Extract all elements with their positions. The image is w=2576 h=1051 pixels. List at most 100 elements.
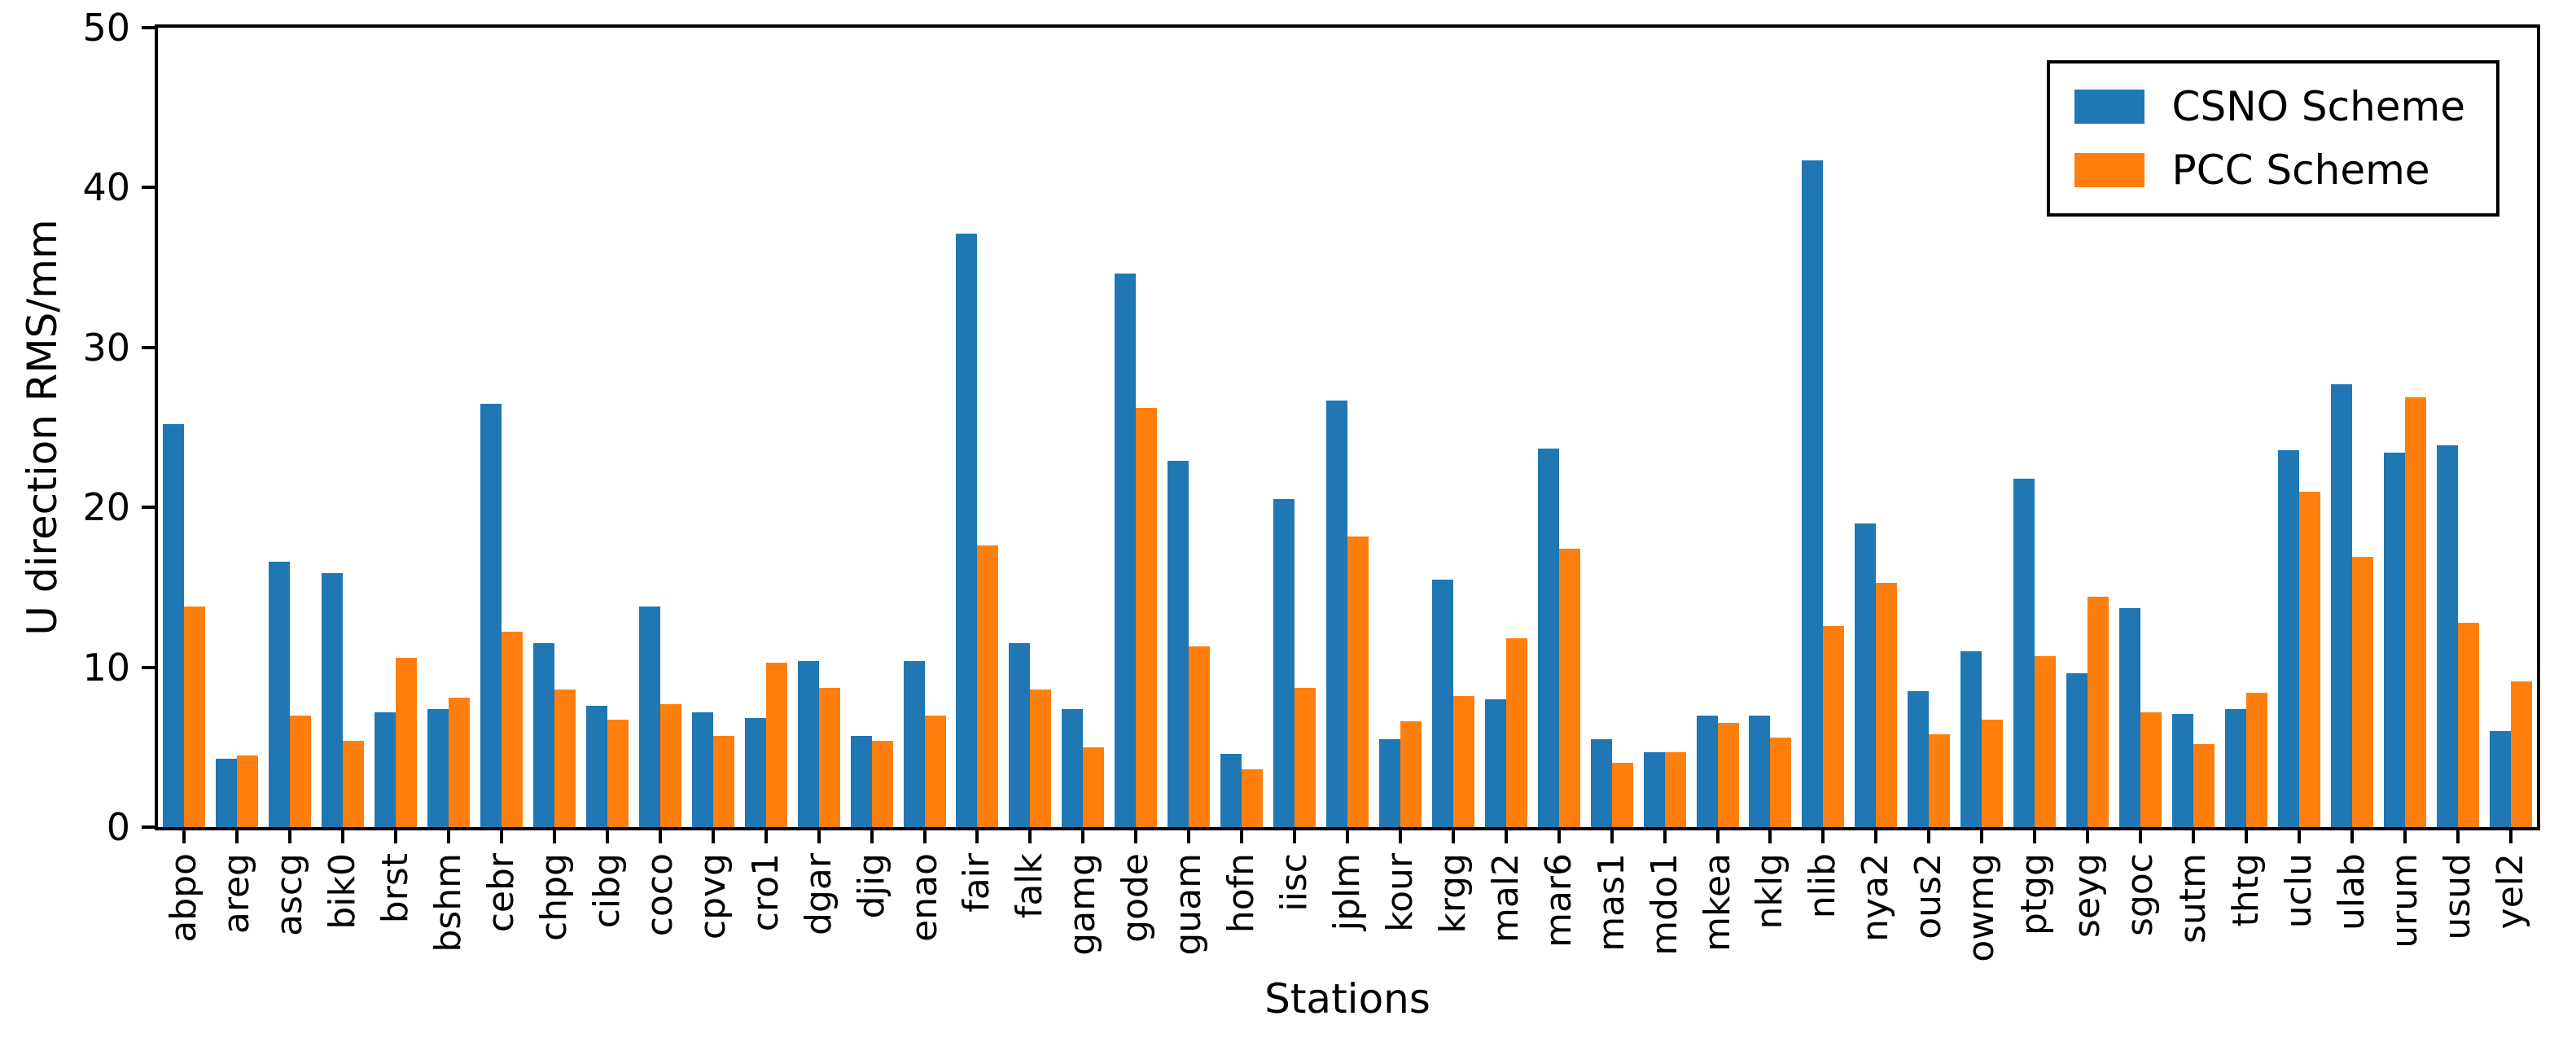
x-tick-mark (288, 827, 292, 843)
bar-pcc-urum (2404, 396, 2426, 827)
bar-csno-jplm (1326, 400, 1347, 827)
x-tick-mark (2139, 827, 2142, 843)
y-tick-mark (142, 26, 158, 29)
bar-pcc-gode (1136, 408, 1158, 827)
x-tick-mark (1663, 827, 1667, 843)
x-tick-label-cibg: cibg (585, 853, 628, 929)
bar-csno-sutm (2171, 713, 2193, 827)
y-tick-label: 30 (82, 325, 130, 370)
y-tick-mark (142, 506, 158, 510)
bar-csno-thtg (2224, 708, 2246, 827)
bar-pcc-gamg (1083, 747, 1105, 827)
bar-pcc-ascg (290, 715, 312, 827)
x-tick-label-cpvg: cpvg (691, 853, 734, 940)
x-tick-label-falk: falk (1009, 853, 1051, 919)
x-tick-mark (1504, 827, 1508, 843)
x-tick-label-seyg: seyg (2066, 853, 2109, 938)
y-tick-mark (142, 825, 158, 829)
x-tick-mark (2086, 827, 2090, 843)
legend: CSNO Scheme PCC Scheme (2046, 60, 2499, 217)
x-axis-label: Stations (1264, 975, 1430, 1023)
bar-csno-kour (1378, 738, 1400, 827)
x-tick-label-bshm: bshm (427, 853, 470, 952)
bar-pcc-thtg (2245, 693, 2267, 827)
bar-csno-iisc (1273, 499, 1295, 827)
legend-swatch-pcc-icon (2074, 153, 2144, 187)
x-tick-label-uclu: uclu (2277, 853, 2320, 929)
bar-pcc-falk (1030, 690, 1052, 827)
x-tick-mark (1980, 827, 1984, 843)
bar-csno-uclu (2277, 449, 2299, 827)
bar-pcc-coco (659, 703, 681, 827)
bar-pcc-bik0 (343, 740, 365, 827)
x-tick-label-chpg: chpg (533, 853, 575, 941)
x-tick-mark (605, 827, 609, 843)
x-tick-mark (2508, 827, 2512, 843)
bar-csno-dgar (797, 660, 819, 827)
x-tick-mark (1346, 827, 1349, 843)
x-tick-label-sgoc: sgoc (2119, 853, 2161, 936)
x-tick-label-coco: coco (638, 853, 681, 937)
x-tick-mark (341, 827, 345, 843)
x-tick-label-abpo: abpo (163, 853, 205, 943)
bar-pcc-areg (237, 755, 259, 827)
x-tick-mark (2033, 827, 2037, 843)
x-tick-label-mar6: mar6 (1537, 853, 1579, 948)
bar-pcc-iisc (1295, 688, 1316, 827)
x-tick-label-hofn: hofn (1220, 853, 1263, 934)
x-tick-mark (447, 827, 451, 843)
x-tick-mark (1028, 827, 1032, 843)
x-tick-label-kour: kour (1378, 853, 1421, 932)
x-tick-label-areg: areg (216, 853, 258, 935)
legend-item-pcc: PCC Scheme (2074, 147, 2465, 194)
x-tick-mark (1398, 827, 1402, 843)
bar-pcc-hofn (1242, 769, 1264, 827)
bar-csno-ulab (2330, 383, 2352, 827)
x-tick-mark (1610, 827, 1614, 843)
bar-pcc-cro1 (765, 662, 787, 827)
bar-pcc-sgoc (2140, 712, 2162, 827)
x-tick-mark (182, 827, 186, 843)
bar-pcc-dgar (818, 688, 840, 827)
bar-csno-mal2 (1484, 698, 1506, 827)
bar-csno-djig (850, 736, 872, 827)
bar-pcc-nlib (1823, 625, 1845, 827)
bar-pcc-ous2 (1929, 734, 1951, 827)
bar-pcc-owmg (1982, 720, 2004, 827)
bar-csno-owmg (1960, 650, 1982, 827)
bar-csno-krgg (1431, 579, 1453, 827)
bar-pcc-abpo (184, 606, 206, 827)
legend-label-pcc: PCC Scheme (2171, 147, 2430, 194)
x-tick-mark (1187, 827, 1191, 843)
bar-pcc-cibg (607, 720, 629, 827)
x-tick-mark (2191, 827, 2195, 843)
bar-pcc-djig (871, 740, 893, 827)
bar-csno-enao (903, 660, 925, 827)
bar-pcc-ptgg (2035, 655, 2057, 827)
x-tick-mark (1874, 827, 1878, 843)
x-tick-mark (1451, 827, 1455, 843)
bar-csno-cebr (480, 403, 502, 827)
bar-pcc-chpg (554, 690, 576, 827)
x-tick-label-enao: enao (903, 853, 945, 942)
x-tick-mark (1081, 827, 1085, 843)
bar-pcc-cebr (502, 632, 524, 827)
bar-pcc-mdo1 (1664, 751, 1686, 827)
x-tick-label-iisc: iisc (1273, 853, 1316, 912)
x-tick-mark (1134, 827, 1138, 843)
bar-csno-cpvg (691, 712, 713, 827)
bar-pcc-guam (1189, 646, 1211, 827)
x-tick-mark (2350, 827, 2354, 843)
bar-csno-seyg (2066, 673, 2088, 827)
x-tick-label-mkea: mkea (1696, 853, 1738, 952)
x-tick-mark (235, 827, 239, 843)
x-tick-label-jplm: jplm (1326, 853, 1368, 931)
bar-pcc-nklg (1770, 738, 1792, 827)
x-tick-mark (2456, 827, 2460, 843)
legend-label-csno: CSNO Scheme (2171, 83, 2465, 130)
y-tick-label: 20 (82, 485, 130, 530)
x-tick-mark (658, 827, 662, 843)
bar-csno-ascg (269, 561, 291, 827)
x-tick-mark (2297, 827, 2301, 843)
bar-pcc-ulab (2351, 557, 2373, 827)
